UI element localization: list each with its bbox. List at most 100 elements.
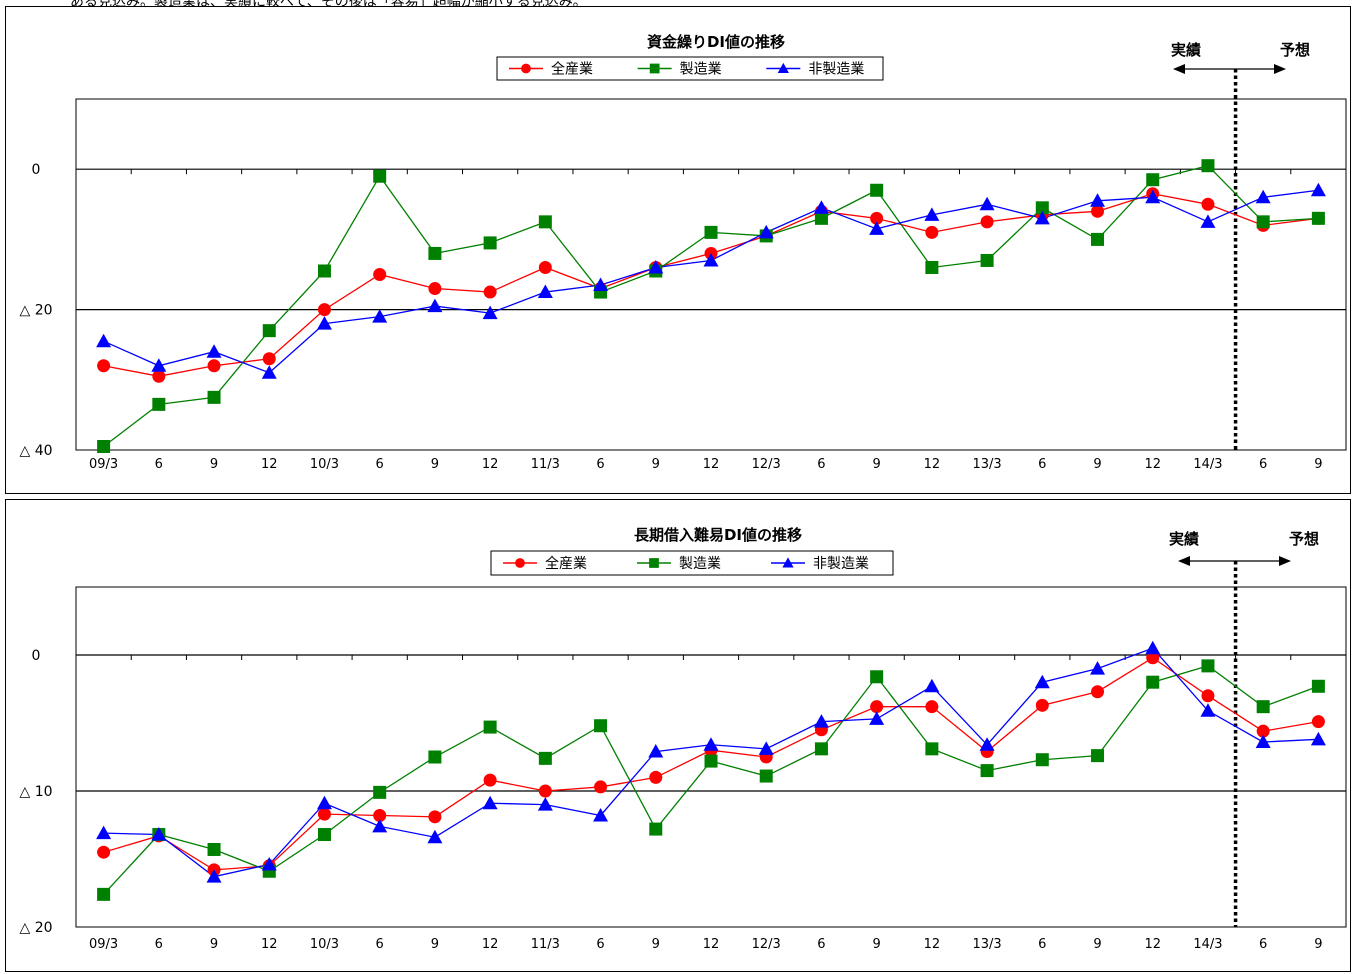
- x-tick-label: 6: [1259, 937, 1267, 952]
- y-tick-label: △ 40: [19, 443, 52, 459]
- chart-title: 資金繰りDI値の推移: [647, 33, 785, 51]
- data-point-square: [207, 842, 221, 856]
- data-point-square: [262, 324, 276, 338]
- data-point-circle: [1091, 685, 1105, 699]
- data-point-circle: [925, 225, 939, 239]
- data-point-circle: [1091, 204, 1105, 218]
- data-point-square: [1035, 753, 1049, 767]
- x-tick-label: 14/3: [1193, 457, 1222, 472]
- data-point-circle: [97, 845, 111, 859]
- data-point-triangle: [1310, 731, 1326, 746]
- y-tick-label: △ 20: [19, 920, 52, 936]
- data-point-circle: [1256, 724, 1270, 738]
- data-point-circle: [1201, 197, 1215, 211]
- x-tick-label: 9: [1093, 937, 1101, 952]
- x-tick-label: 9: [210, 937, 218, 952]
- arrow-left-head: [1173, 64, 1185, 74]
- data-point-circle: [262, 352, 276, 366]
- data-point-circle: [373, 808, 387, 822]
- data-point-triangle: [593, 277, 609, 292]
- arrow-right-head: [1279, 556, 1291, 566]
- data-point-triangle: [1200, 214, 1216, 228]
- data-point-triangle: [648, 744, 664, 758]
- x-tick-label: 11/3: [531, 457, 560, 472]
- x-tick-label: 6: [817, 457, 825, 472]
- x-tick-label: 13/3: [972, 457, 1001, 472]
- data-point-square: [649, 63, 660, 74]
- data-point-circle: [515, 558, 525, 568]
- data-point-triangle: [869, 711, 885, 725]
- data-point-square: [538, 751, 552, 765]
- x-tick-label: 6: [376, 457, 384, 472]
- data-point-square: [373, 169, 387, 183]
- forecast-label: 予想: [1280, 41, 1310, 59]
- data-point-triangle: [427, 829, 443, 844]
- x-tick-label: 9: [210, 457, 218, 472]
- data-point-square: [649, 822, 663, 836]
- data-point-circle: [1201, 689, 1215, 703]
- long-term-borrowing-di-chart-svg: 0 △ 10 △ 20 09/3 6 9 12 10/3 6 9 12 11/3 6 9 12 12/3 6 9 1…: [19, 526, 1347, 952]
- data-point-triangle: [372, 818, 388, 833]
- x-tick-label: 6: [596, 937, 604, 952]
- data-point-square: [1091, 749, 1105, 763]
- x-tick-label: 12/3: [752, 457, 781, 472]
- data-point-square: [759, 769, 773, 783]
- data-point-triangle: [427, 298, 443, 313]
- legend-label: 全産業: [545, 555, 587, 572]
- data-point-triangle: [758, 741, 774, 755]
- x-tick-label: 09/3: [89, 937, 118, 952]
- data-point-triangle: [537, 284, 553, 299]
- data-point-circle: [152, 369, 166, 383]
- x-tick-label: 6: [376, 937, 384, 952]
- data-point-circle: [317, 303, 331, 317]
- y-tick-label: 0: [32, 162, 41, 178]
- x-tick-label: 12: [482, 937, 499, 952]
- data-point-circle: [373, 268, 387, 281]
- data-point-square: [870, 183, 884, 197]
- data-point-triangle: [979, 737, 995, 751]
- data-point-triangle: [758, 224, 774, 239]
- data-point-square: [980, 253, 994, 267]
- data-point-triangle: [316, 316, 332, 330]
- plot-area: [75, 98, 1347, 451]
- data-point-triangle: [261, 856, 277, 871]
- data-point-triangle: [924, 678, 940, 693]
- actual-label: 実績: [1169, 530, 1199, 548]
- data-point-circle: [1311, 715, 1325, 729]
- x-tick-label: 6: [1038, 457, 1046, 472]
- data-point-triangle: [316, 795, 332, 810]
- data-point-triangle: [703, 737, 719, 751]
- data-point-triangle: [482, 305, 498, 320]
- x-tick-label: 13/3: [972, 937, 1001, 952]
- data-point-square: [317, 828, 331, 842]
- actual-label: 実績: [1171, 41, 1201, 59]
- data-point-square: [207, 390, 221, 404]
- x-tick-label: 6: [596, 457, 604, 472]
- legend-label: 全産業: [551, 61, 593, 78]
- x-tick-label: 9: [873, 937, 881, 952]
- x-tick-label: 9: [652, 457, 660, 472]
- forecast-label: 予想: [1289, 530, 1319, 548]
- data-point-circle: [317, 807, 331, 821]
- legend-label: 非製造業: [813, 556, 869, 572]
- data-point-square: [317, 264, 331, 278]
- data-point-square: [925, 260, 939, 274]
- x-tick-label: 14/3: [1193, 937, 1222, 952]
- data-point-square: [704, 754, 718, 768]
- data-point-square: [97, 887, 111, 901]
- data-point-square: [925, 742, 939, 756]
- legend-label: 製造業: [680, 62, 722, 78]
- data-point-triangle: [979, 196, 995, 211]
- data-point-square: [814, 742, 828, 756]
- data-point-square: [1311, 211, 1325, 225]
- data-point-square: [373, 785, 387, 799]
- data-point-square: [704, 225, 718, 239]
- data-point-square: [1201, 159, 1215, 173]
- x-tick-label: 12: [1144, 457, 1161, 472]
- data-point-square: [483, 236, 497, 250]
- cash-flow-di-chart-svg: 0 △ 20 △ 40 09/3 6 9 12 10/3 6 9 12 11/3 6 9 12 12/3 6 9 1…: [19, 33, 1347, 472]
- data-point-circle: [428, 810, 442, 824]
- data-point-triangle: [372, 309, 388, 323]
- data-point-circle: [594, 780, 608, 794]
- x-tick-label: 12: [261, 457, 278, 472]
